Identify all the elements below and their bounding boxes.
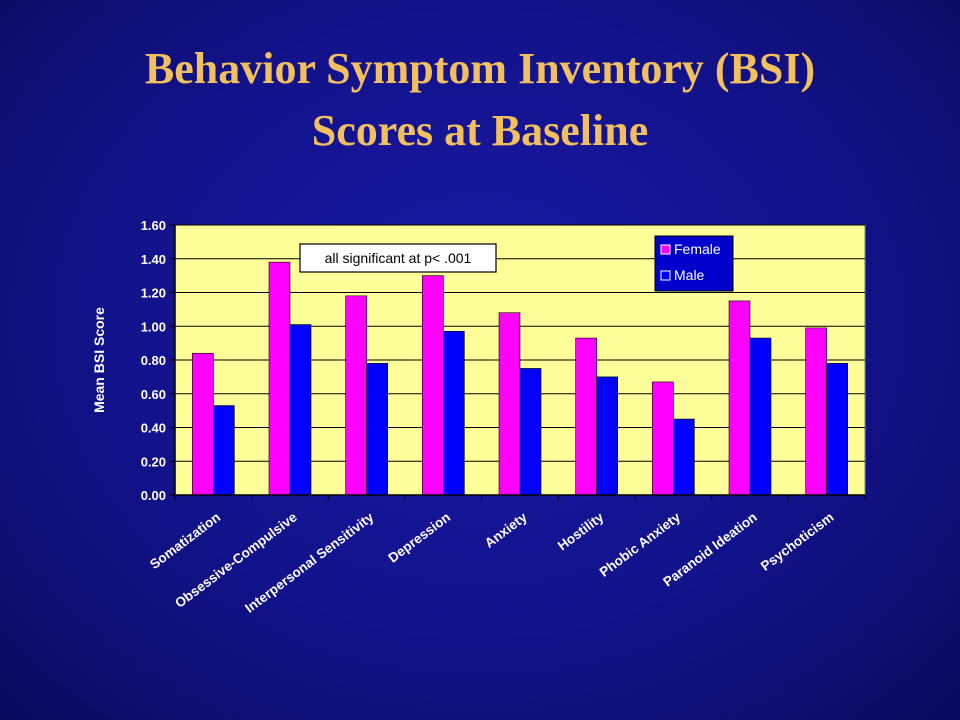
x-category-label: Depression	[385, 509, 453, 565]
page-title: Behavior Symptom Inventory (BSI) Scores …	[0, 38, 960, 162]
bar-male	[749, 337, 772, 496]
bar-male	[213, 405, 235, 496]
bar-female	[345, 295, 367, 496]
legend-label-male: Male	[674, 267, 705, 283]
legend-swatch-male	[660, 270, 671, 281]
bar-female	[268, 261, 291, 496]
y-tick-label: 0.00	[141, 488, 166, 503]
y-tick-label: 1.40	[141, 252, 166, 267]
bar-male	[673, 418, 695, 496]
x-category-label: Hostility	[555, 509, 607, 553]
bar-female	[805, 327, 827, 496]
x-category-label: Interpersonal Sensitivity	[242, 509, 377, 616]
bar-male	[519, 368, 542, 496]
y-tick-label: 1.60	[141, 218, 166, 233]
bar-male	[826, 363, 848, 496]
y-axis-label: Mean BSI Score	[91, 307, 107, 413]
y-tick-label: 1.00	[141, 319, 166, 334]
annotation-box	[299, 243, 497, 273]
y-tick-label: 0.40	[141, 421, 166, 436]
x-category-label: Obsessive-Compulsive	[172, 509, 300, 611]
annotation-text: all significant at p< .001	[325, 250, 472, 266]
legend-swatch-female	[660, 244, 671, 255]
bar-female	[422, 275, 444, 496]
y-tick-label: 0.60	[141, 387, 166, 402]
title-line-2: Scores at Baseline	[311, 106, 649, 155]
bar-male	[366, 363, 388, 496]
legend-label-female: Female	[674, 241, 721, 257]
bar-male	[289, 324, 312, 496]
bar-female	[192, 352, 214, 496]
x-category-label: Psychoticism	[758, 509, 837, 573]
title-line-1: Behavior Symptom Inventory (BSI)	[144, 44, 816, 93]
bar-female	[498, 312, 521, 496]
bar-male	[443, 331, 465, 496]
x-category-label: Anxiety	[482, 509, 530, 551]
bar-female	[652, 381, 674, 496]
bar-male	[596, 376, 618, 496]
y-tick-label: 0.80	[141, 353, 166, 368]
bar-female	[575, 337, 597, 496]
y-tick-label: 1.20	[141, 286, 166, 301]
bar-female	[728, 300, 751, 496]
y-tick-label: 0.20	[141, 454, 166, 469]
x-category-label: Somatization	[147, 509, 223, 572]
